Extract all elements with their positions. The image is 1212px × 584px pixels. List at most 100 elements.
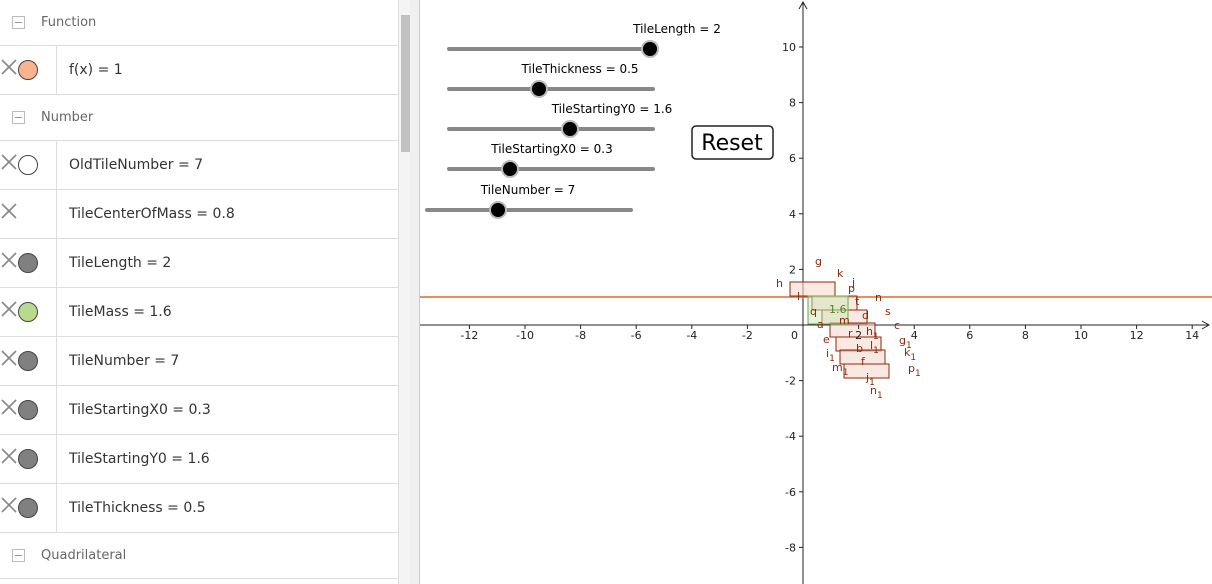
object-label: p	[848, 282, 855, 295]
collapse-toggle[interactable]	[12, 111, 25, 124]
delete-button[interactable]	[0, 300, 18, 318]
visibility-marker[interactable]	[0, 484, 57, 532]
algebra-text: f(x) = 1	[69, 62, 123, 78]
collapse-toggle[interactable]	[12, 549, 25, 562]
algebra-row[interactable]: TileMass = 1.6	[0, 288, 398, 337]
object-label: q	[810, 305, 817, 318]
slider-knob[interactable]	[563, 122, 577, 136]
label-text: p	[848, 282, 855, 295]
visibility-marker[interactable]	[0, 337, 57, 385]
y-tick-label: -8	[785, 541, 796, 554]
label-text: n	[870, 384, 877, 397]
reset-button[interactable]: Reset	[691, 125, 774, 160]
visibility-marker[interactable]	[0, 239, 57, 287]
label-text: m	[839, 314, 850, 327]
algebra-text: TileStartingY0 = 1.6	[69, 451, 210, 467]
label-subscript: 1	[915, 369, 921, 379]
label-subscript: 1	[829, 354, 835, 364]
object-label: c	[894, 319, 900, 332]
label-text: 1.6	[829, 303, 847, 316]
object-label: a	[817, 318, 824, 331]
y-tick-label: -6	[785, 486, 796, 499]
label-subscript: 1	[869, 378, 875, 388]
slider-knob[interactable]	[532, 82, 546, 96]
slider-knob[interactable]	[643, 42, 657, 56]
label-text: d	[862, 309, 869, 322]
algebra-row[interactable]: f(x) = 1	[0, 46, 398, 95]
delete-button[interactable]	[0, 496, 18, 514]
visibility-marker[interactable]	[0, 46, 57, 94]
object-label: r	[848, 327, 853, 340]
label-text: k	[837, 267, 844, 280]
marker-dot[interactable]	[18, 400, 38, 420]
delete-button[interactable]	[0, 251, 18, 269]
y-tick-label: -4	[785, 430, 796, 443]
button-label[interactable]: Reset	[701, 131, 763, 156]
object-label: j1	[865, 371, 875, 388]
object-label: h1	[866, 325, 879, 342]
algebra-text: OldTileNumber = 7	[69, 157, 204, 173]
object-label: f	[861, 355, 866, 368]
label-text: g	[899, 334, 906, 347]
delete-button[interactable]	[0, 398, 18, 416]
y-tick-label: 6	[789, 152, 796, 165]
scrollbar[interactable]	[398, 0, 411, 584]
object-label: p1	[908, 362, 921, 379]
slider-label: TileStartingY0 = 1.6	[551, 102, 673, 116]
section-header[interactable]: Function	[0, 0, 398, 46]
x-tick-label: -2	[742, 329, 753, 342]
delete-button[interactable]	[0, 58, 18, 76]
label-text: m	[832, 361, 843, 374]
label-text: a	[817, 318, 824, 331]
marker-dot[interactable]	[18, 449, 38, 469]
marker-dot[interactable]	[18, 498, 38, 518]
x-tick-label: 4	[911, 329, 918, 342]
algebra-row[interactable]: TileLength = 2	[0, 239, 398, 288]
section-header[interactable]: Number	[0, 95, 398, 141]
visibility-marker[interactable]	[0, 190, 57, 238]
algebra-row[interactable]: TileCenterOfMass = 0.8	[0, 190, 398, 239]
visibility-marker[interactable]	[0, 141, 57, 189]
label-text: c	[894, 319, 900, 332]
slider-label: TileNumber = 7	[480, 183, 576, 197]
label-text: k	[904, 346, 911, 359]
x-tick-label: -6	[631, 329, 642, 342]
scroll-thumb[interactable]	[401, 15, 410, 152]
y-tick-label: -2	[785, 375, 796, 388]
delete-button[interactable]	[0, 153, 18, 171]
label-text: j	[865, 371, 869, 384]
delete-button[interactable]	[0, 202, 18, 220]
delete-button[interactable]	[0, 349, 18, 367]
x-tick-label: 2	[855, 329, 862, 342]
visibility-marker[interactable]	[0, 435, 57, 483]
section-header[interactable]: Quadrilateral	[0, 533, 398, 579]
visibility-marker[interactable]	[0, 386, 57, 434]
marker-dot[interactable]	[18, 155, 38, 175]
marker-dot[interactable]	[18, 253, 38, 273]
object-label: g1	[899, 334, 912, 351]
object-label: m	[839, 314, 850, 327]
algebra-row[interactable]: TileNumber = 7	[0, 337, 398, 386]
object-label: t	[855, 295, 860, 308]
slider-knob[interactable]	[491, 203, 505, 217]
slider-label: TileLength = 2	[632, 22, 721, 36]
marker-dot[interactable]	[18, 351, 38, 371]
delete-button[interactable]	[0, 447, 18, 465]
label-text: q	[810, 305, 817, 318]
slider-knob[interactable]	[503, 162, 517, 176]
label-subscript: 1	[873, 346, 879, 356]
marker-dot[interactable]	[18, 60, 38, 80]
algebra-row[interactable]: TileStartingY0 = 1.6	[0, 435, 398, 484]
marker-dot[interactable]	[18, 302, 38, 322]
algebra-row[interactable]: OldTileNumber = 7	[0, 141, 398, 190]
label-subscript: 1	[906, 341, 912, 351]
object-label: h	[776, 277, 783, 290]
divider[interactable]	[410, 0, 420, 584]
algebra-row[interactable]: TileThickness = 0.5	[0, 484, 398, 533]
collapse-toggle[interactable]	[12, 16, 25, 29]
visibility-marker[interactable]	[0, 288, 57, 336]
algebra-row[interactable]: TileStartingX0 = 0.3	[0, 386, 398, 435]
mass-box	[807, 295, 849, 325]
label-text: g	[815, 255, 822, 268]
label-text: e	[823, 333, 830, 346]
